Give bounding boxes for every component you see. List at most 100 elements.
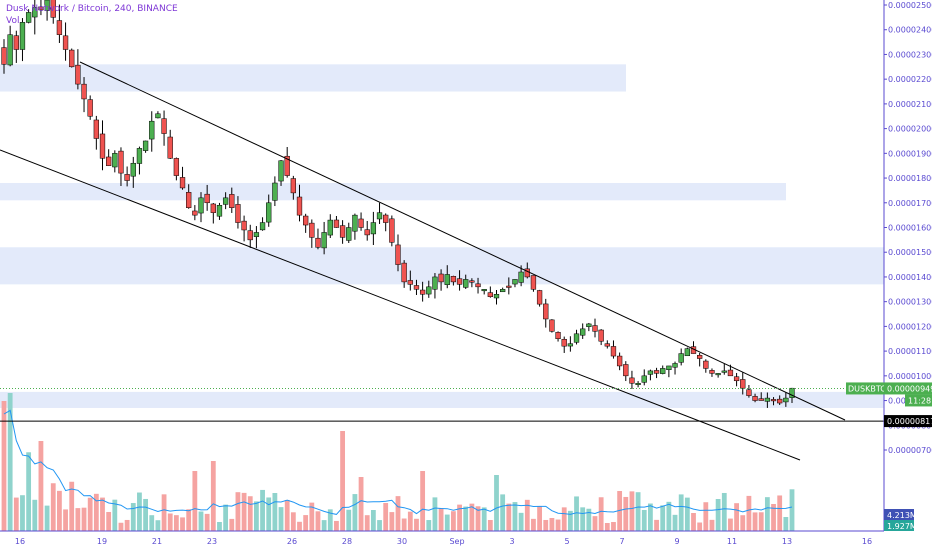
candle-down bbox=[1, 47, 7, 65]
candle-up bbox=[272, 182, 278, 201]
x-tick-label: 21 bbox=[152, 537, 162, 546]
volume-bar-down bbox=[87, 497, 93, 531]
volume-bar-up bbox=[678, 494, 684, 531]
candle-down bbox=[229, 194, 235, 208]
x-tick-label: 13 bbox=[782, 537, 792, 546]
candle-down bbox=[395, 244, 401, 265]
volume-bar-down bbox=[734, 503, 739, 531]
y-tick-label: 0.00001900 bbox=[888, 149, 932, 158]
volume-bar-down bbox=[420, 471, 426, 531]
candle-up bbox=[518, 271, 524, 283]
volume-bar-down bbox=[506, 503, 512, 531]
volume-bar-up bbox=[672, 514, 678, 531]
volume-bar-down bbox=[290, 512, 296, 531]
candle-down bbox=[309, 222, 315, 238]
volume-bar-up bbox=[518, 512, 524, 531]
volume-bar-down bbox=[204, 513, 210, 531]
candle-up bbox=[573, 333, 580, 343]
volume-bar-down bbox=[13, 497, 19, 531]
volume-bar-down bbox=[777, 495, 783, 531]
candle-up bbox=[222, 197, 229, 205]
volume-bar-down bbox=[703, 502, 709, 531]
volume-bar-down bbox=[457, 504, 462, 531]
volume-bar-up bbox=[32, 499, 38, 531]
volume-bar-up bbox=[494, 475, 499, 531]
volume-bar-up bbox=[327, 509, 333, 531]
candle-down bbox=[604, 343, 610, 347]
volume-bar-down bbox=[537, 506, 542, 531]
volume-bar-down bbox=[617, 491, 623, 531]
volume-bar-up bbox=[580, 507, 586, 531]
volume-bar-up bbox=[789, 489, 795, 531]
volume-legend: Vol bbox=[6, 16, 20, 26]
volume-bars bbox=[1, 393, 795, 531]
x-tick-label: 5 bbox=[564, 537, 569, 546]
candle-up bbox=[715, 373, 721, 376]
interval: 240 bbox=[114, 4, 132, 14]
candle-down bbox=[235, 204, 241, 223]
candlesticks bbox=[1, 0, 795, 408]
candle-up bbox=[216, 205, 223, 217]
x-tick-label: 30 bbox=[397, 537, 407, 546]
candle-down bbox=[204, 193, 210, 204]
volume-bar-up bbox=[715, 498, 721, 531]
volume-bar-down bbox=[235, 492, 241, 531]
candle-up bbox=[321, 232, 327, 249]
volume-bar-up bbox=[346, 509, 352, 531]
candle-down bbox=[413, 285, 420, 290]
candle-down bbox=[56, 20, 63, 35]
volume-bar-up bbox=[130, 503, 136, 531]
volume-tag bbox=[884, 509, 914, 520]
candle-down bbox=[364, 229, 370, 236]
y-tick-label: 0.00002000 bbox=[888, 125, 932, 134]
candle-up bbox=[352, 214, 358, 232]
candle-up bbox=[136, 148, 143, 164]
last-price-label: 0.00000949 bbox=[887, 384, 932, 393]
volume-bar-down bbox=[297, 521, 302, 531]
y-tick-label: 0.00001400 bbox=[888, 273, 932, 282]
candle-up bbox=[481, 289, 487, 292]
candle-down bbox=[358, 218, 364, 228]
volume-bar-up bbox=[198, 511, 204, 531]
candle-down bbox=[629, 377, 635, 384]
volume-bar-down bbox=[186, 509, 192, 531]
volume-bar-down bbox=[598, 497, 604, 531]
volume-bar-down bbox=[740, 515, 746, 531]
candle-up bbox=[130, 162, 136, 177]
candle-up bbox=[660, 368, 666, 374]
exchange: BINANCE bbox=[137, 4, 178, 14]
candle-down bbox=[241, 220, 247, 231]
candle-down bbox=[192, 210, 198, 216]
x-tick-label: 9 bbox=[674, 537, 679, 546]
volume-bar-down bbox=[192, 471, 198, 531]
x-tick-label: 11 bbox=[727, 537, 737, 546]
volume-bar-up bbox=[217, 521, 222, 531]
candle-up bbox=[684, 348, 690, 357]
y-tick-label: 0.00002200 bbox=[888, 75, 932, 84]
candle-up bbox=[586, 323, 592, 327]
candle-up bbox=[512, 279, 518, 285]
candle-up bbox=[678, 353, 684, 363]
x-tick-label: 7 bbox=[619, 537, 624, 546]
x-tick-label: 16 bbox=[15, 537, 25, 546]
volume-bar-down bbox=[728, 518, 733, 531]
volume-bar-up bbox=[26, 452, 32, 531]
volume-bar-up bbox=[426, 520, 432, 531]
line-price-tag bbox=[884, 415, 932, 428]
volume-bar-down bbox=[167, 513, 173, 531]
candle-down bbox=[469, 280, 475, 283]
candle-up bbox=[721, 370, 727, 373]
candle-down bbox=[186, 192, 192, 208]
volume-bar-down bbox=[75, 508, 81, 531]
y-tick-label: 0.00001100 bbox=[888, 347, 932, 356]
candle-down bbox=[247, 230, 253, 241]
volume-bar-down bbox=[611, 522, 616, 531]
volume-bar-up bbox=[500, 494, 506, 531]
chart-title: Dusk Network / Bitcoin, 240, BINANCE bbox=[6, 4, 178, 14]
volume-bar-up bbox=[586, 508, 592, 531]
volume-bar-down bbox=[309, 502, 315, 531]
candle-up bbox=[278, 160, 284, 182]
volume-bar-up bbox=[432, 497, 438, 531]
volume-bar-down bbox=[697, 522, 703, 531]
